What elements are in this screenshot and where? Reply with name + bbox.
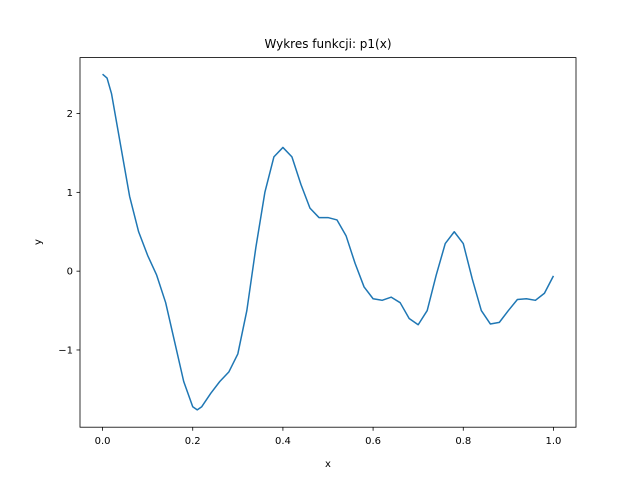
x-tick-label: 0.2 xyxy=(185,436,201,447)
x-axis-label: x xyxy=(325,459,331,470)
x-tick-label: 0.0 xyxy=(95,436,111,447)
y-tick-label: 1 xyxy=(67,188,73,199)
x-tick-label: 0.6 xyxy=(365,436,381,447)
chart-title: Wykres funkcji: p1(x) xyxy=(264,37,391,51)
x-tick-label: 0.8 xyxy=(455,436,471,447)
x-tick-label: 0.4 xyxy=(275,436,291,447)
x-tick-label: 1.0 xyxy=(546,436,562,447)
y-axis-label: y xyxy=(33,239,44,245)
y-tick-label: 2 xyxy=(67,109,73,120)
line xyxy=(102,73,555,411)
plot-frame xyxy=(79,57,577,428)
y-tick-label: 0 xyxy=(67,267,73,278)
y-tick-label: −1 xyxy=(58,345,73,356)
